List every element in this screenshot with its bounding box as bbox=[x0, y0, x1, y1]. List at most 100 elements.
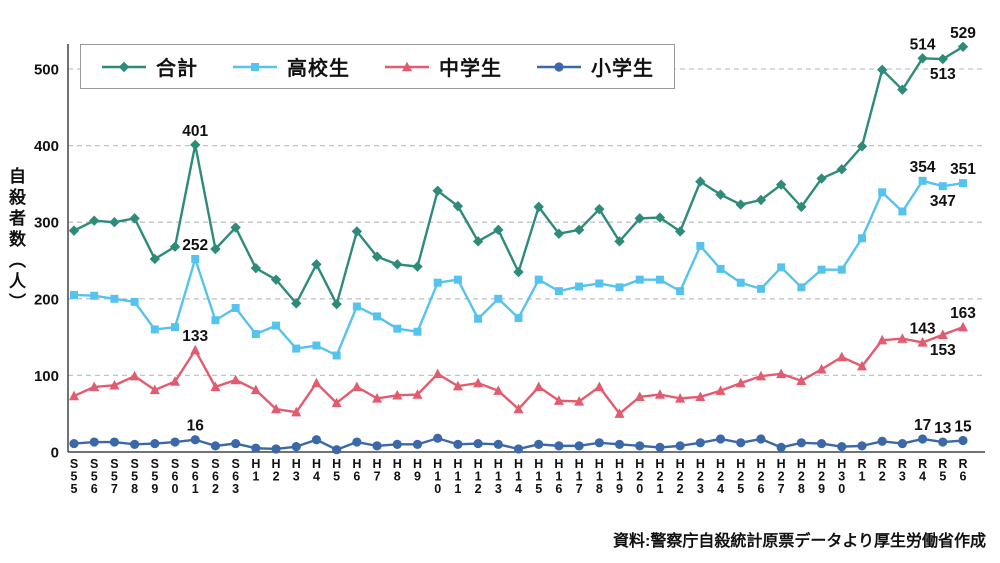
y-axis-title-char: 者 bbox=[9, 209, 26, 228]
y-tick-label: 0 bbox=[51, 445, 59, 462]
diamond-marker-icon bbox=[210, 243, 221, 255]
circle-marker-icon bbox=[695, 438, 705, 448]
y-tick-label: 500 bbox=[34, 62, 59, 79]
circle-marker-icon bbox=[493, 439, 503, 449]
circle-marker-icon bbox=[635, 441, 645, 451]
square-marker-icon bbox=[292, 344, 301, 353]
diamond-marker-icon bbox=[190, 139, 201, 151]
data-label: 529 bbox=[950, 25, 976, 42]
data-label: 153 bbox=[930, 342, 956, 359]
triangle-marker-icon bbox=[170, 376, 181, 386]
square-marker-icon bbox=[837, 265, 846, 274]
y-axis-title: 自殺者数 ︵ 人 ︶ bbox=[9, 166, 26, 313]
diamond-marker-icon bbox=[311, 259, 322, 270]
square-marker-icon bbox=[817, 265, 826, 274]
diamond-marker-icon bbox=[89, 215, 100, 226]
diamond-marker-icon bbox=[674, 226, 686, 237]
diamond-marker-icon bbox=[735, 199, 746, 210]
triangle-marker-icon bbox=[877, 334, 888, 345]
triangle-marker-icon bbox=[351, 381, 362, 392]
square-marker-icon bbox=[959, 179, 967, 188]
diamond-marker-icon bbox=[371, 251, 383, 262]
triangle-marker-icon bbox=[392, 389, 403, 400]
diamond-marker-icon bbox=[715, 189, 726, 200]
triangle-marker-icon bbox=[513, 403, 524, 414]
circle-marker-icon bbox=[332, 445, 342, 455]
diamond-marker-icon bbox=[937, 53, 948, 65]
data-label: 514 bbox=[910, 36, 936, 53]
circle-marker-icon bbox=[150, 438, 160, 449]
diamond-marker-icon bbox=[816, 173, 827, 184]
triangle-marker-icon bbox=[69, 390, 79, 401]
diamond-marker-icon bbox=[493, 224, 504, 236]
triangle-marker-icon bbox=[553, 395, 564, 405]
triangle-marker-icon bbox=[856, 360, 867, 371]
diamond-marker-icon bbox=[169, 241, 181, 252]
data-label: 13 bbox=[934, 420, 952, 437]
circle-marker-icon bbox=[291, 442, 301, 452]
circle-marker-icon bbox=[594, 438, 604, 448]
circle-marker-icon bbox=[756, 434, 766, 444]
data-label: 351 bbox=[950, 161, 976, 178]
triangle-marker-icon bbox=[614, 408, 625, 418]
data-label: 16 bbox=[187, 418, 205, 435]
circle-marker-icon bbox=[837, 442, 847, 452]
diamond-marker-icon bbox=[856, 141, 868, 152]
triangle-legend-marker-icon bbox=[385, 61, 429, 71]
triangle-marker-icon bbox=[210, 381, 221, 392]
square-marker-icon bbox=[191, 254, 200, 263]
legend-item-elementary: 小学生 bbox=[536, 52, 654, 81]
diamond-marker-icon bbox=[796, 201, 807, 213]
triangle-marker-icon bbox=[271, 403, 282, 414]
circle-marker-icon bbox=[554, 61, 564, 72]
circle-marker-icon bbox=[655, 442, 665, 453]
square-marker-icon bbox=[332, 351, 341, 360]
square-marker-icon bbox=[251, 330, 260, 339]
diamond-marker-icon bbox=[836, 164, 847, 175]
circle-marker-icon bbox=[776, 442, 786, 453]
circle-marker-icon bbox=[938, 437, 948, 447]
legend-label: 中学生 bbox=[439, 58, 502, 80]
circle-marker-icon bbox=[877, 436, 887, 446]
diamond-marker-icon bbox=[149, 253, 161, 265]
triangle-marker-icon bbox=[452, 380, 463, 391]
circle-marker-icon bbox=[231, 438, 241, 449]
triangle-marker-icon bbox=[917, 337, 928, 347]
diamond-marker-icon bbox=[876, 64, 888, 75]
triangle-marker-icon bbox=[796, 375, 807, 385]
diamond-marker-icon bbox=[775, 179, 787, 190]
square-marker-icon bbox=[231, 303, 240, 312]
diamond-marker-icon bbox=[594, 203, 605, 215]
square-marker-icon bbox=[918, 176, 927, 185]
square-marker-icon bbox=[777, 263, 786, 272]
triangle-marker-icon bbox=[937, 329, 948, 340]
triangle-marker-icon bbox=[372, 392, 383, 403]
square-marker-icon bbox=[433, 278, 442, 287]
diamond-marker-icon bbox=[452, 200, 464, 212]
triangle-marker-icon bbox=[129, 370, 140, 381]
square-marker-icon bbox=[150, 325, 159, 334]
circle-marker-icon bbox=[816, 438, 827, 449]
diamond-marker-icon bbox=[553, 228, 565, 239]
triangle-marker-icon bbox=[412, 389, 423, 399]
